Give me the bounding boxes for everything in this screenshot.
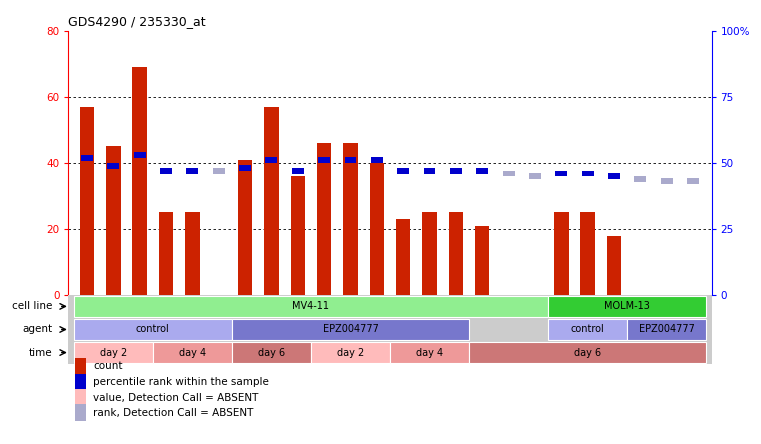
Bar bbox=[317, 143, 331, 295]
Bar bbox=[81, 155, 93, 161]
Bar bbox=[291, 176, 305, 295]
Bar bbox=[424, 168, 435, 174]
Bar bbox=[74, 342, 153, 363]
Bar bbox=[529, 173, 541, 179]
Bar bbox=[134, 152, 145, 158]
Bar bbox=[75, 389, 87, 406]
Bar bbox=[186, 168, 199, 174]
Bar bbox=[75, 404, 87, 420]
Text: time: time bbox=[29, 348, 53, 357]
Bar bbox=[661, 178, 673, 184]
Text: EPZ004777: EPZ004777 bbox=[323, 325, 378, 334]
Bar bbox=[390, 342, 469, 363]
Bar bbox=[449, 212, 463, 295]
Bar bbox=[556, 170, 567, 176]
Text: day 2: day 2 bbox=[100, 348, 127, 357]
Bar bbox=[160, 168, 172, 174]
Bar bbox=[635, 176, 646, 182]
Text: GDS4290 / 235330_at: GDS4290 / 235330_at bbox=[68, 16, 206, 28]
Bar bbox=[238, 160, 253, 295]
Text: cell line: cell line bbox=[12, 301, 53, 311]
Bar bbox=[396, 219, 410, 295]
Bar bbox=[132, 67, 147, 295]
Bar bbox=[469, 342, 706, 363]
Text: day 6: day 6 bbox=[258, 348, 285, 357]
Bar bbox=[153, 342, 232, 363]
Bar bbox=[74, 296, 548, 317]
Bar bbox=[548, 319, 627, 340]
Text: MV4-11: MV4-11 bbox=[292, 301, 330, 311]
Bar bbox=[627, 319, 706, 340]
Bar bbox=[370, 163, 384, 295]
Bar bbox=[503, 170, 514, 176]
Bar bbox=[232, 342, 311, 363]
Text: agent: agent bbox=[22, 325, 53, 334]
Bar bbox=[548, 296, 706, 317]
Bar bbox=[311, 342, 390, 363]
Text: MOLM-13: MOLM-13 bbox=[604, 301, 650, 311]
Bar bbox=[106, 147, 120, 295]
Bar bbox=[476, 168, 489, 174]
Text: EPZ004777: EPZ004777 bbox=[638, 325, 695, 334]
Bar bbox=[343, 143, 358, 295]
Bar bbox=[607, 235, 621, 295]
Bar bbox=[345, 157, 356, 163]
Bar bbox=[687, 178, 699, 184]
Bar bbox=[239, 165, 251, 171]
Bar bbox=[397, 168, 409, 174]
Bar bbox=[318, 157, 330, 163]
Bar bbox=[159, 212, 174, 295]
Bar bbox=[232, 319, 469, 340]
Bar bbox=[80, 107, 94, 295]
Bar bbox=[422, 212, 437, 295]
Bar bbox=[266, 157, 277, 163]
Bar bbox=[185, 212, 199, 295]
Text: day 4: day 4 bbox=[179, 348, 206, 357]
Text: day 2: day 2 bbox=[337, 348, 364, 357]
Bar bbox=[107, 163, 119, 169]
Text: count: count bbox=[93, 361, 123, 372]
Text: control: control bbox=[571, 325, 604, 334]
Bar bbox=[608, 173, 620, 179]
Bar bbox=[475, 226, 489, 295]
Bar bbox=[75, 358, 87, 374]
Bar bbox=[554, 212, 568, 295]
Bar bbox=[213, 168, 224, 174]
Bar bbox=[450, 168, 462, 174]
Bar bbox=[264, 107, 279, 295]
Text: day 4: day 4 bbox=[416, 348, 443, 357]
Text: value, Detection Call = ABSENT: value, Detection Call = ABSENT bbox=[93, 392, 258, 403]
Text: rank, Detection Call = ABSENT: rank, Detection Call = ABSENT bbox=[93, 408, 253, 417]
Bar bbox=[74, 319, 232, 340]
Text: day 6: day 6 bbox=[574, 348, 601, 357]
Bar bbox=[581, 170, 594, 176]
Bar bbox=[371, 157, 383, 163]
Bar bbox=[291, 168, 304, 174]
Text: percentile rank within the sample: percentile rank within the sample bbox=[93, 377, 269, 387]
Bar bbox=[75, 374, 87, 390]
Bar bbox=[581, 212, 595, 295]
Text: control: control bbox=[136, 325, 170, 334]
